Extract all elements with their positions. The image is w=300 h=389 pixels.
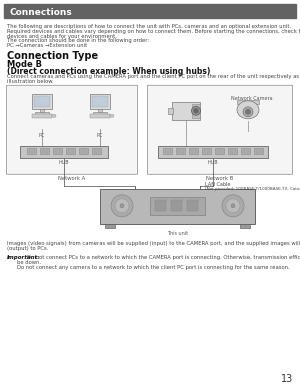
Text: (output) to PCs.: (output) to PCs. — [7, 245, 48, 251]
Bar — [40, 109, 44, 112]
Circle shape — [226, 199, 240, 213]
Text: The following are descriptions of how to connect the unit with PCs, cameras and : The following are descriptions of how to… — [7, 24, 291, 29]
Bar — [187, 200, 198, 211]
Bar — [178, 150, 184, 153]
Bar — [192, 104, 200, 118]
Bar — [168, 108, 173, 114]
Bar — [55, 150, 61, 153]
Text: PC: PC — [39, 133, 45, 138]
Bar — [256, 150, 262, 153]
Bar — [217, 150, 223, 153]
Bar — [68, 150, 74, 153]
Text: Network A: Network A — [58, 176, 85, 181]
Text: Connections: Connections — [10, 7, 73, 16]
Bar — [53, 148, 62, 154]
Text: Connection Type: Connection Type — [7, 51, 98, 61]
Circle shape — [245, 109, 250, 114]
Bar — [237, 100, 259, 104]
FancyBboxPatch shape — [7, 85, 137, 174]
Text: PC: PC — [97, 133, 103, 138]
Bar — [28, 150, 34, 153]
FancyBboxPatch shape — [148, 85, 292, 174]
Bar — [254, 148, 263, 154]
Bar — [66, 148, 75, 154]
Bar — [176, 148, 185, 154]
Text: devices and cables for your environment.: devices and cables for your environment. — [7, 33, 117, 39]
Circle shape — [194, 108, 199, 113]
Circle shape — [120, 204, 124, 208]
Text: LAN Cable: LAN Cable — [205, 182, 230, 187]
Ellipse shape — [52, 114, 56, 117]
Text: HUB: HUB — [59, 160, 69, 165]
Bar — [150, 197, 205, 215]
Bar — [172, 102, 200, 120]
Bar — [98, 109, 102, 112]
Circle shape — [231, 204, 235, 208]
Bar — [215, 148, 224, 154]
Bar — [228, 148, 237, 154]
Text: (Direct connection example: When using hubs): (Direct connection example: When using h… — [7, 67, 210, 76]
Text: Images (video signals) from cameras will be supplied (input) to the CAMERA port,: Images (video signals) from cameras will… — [7, 241, 300, 246]
Text: This unit: This unit — [167, 231, 188, 236]
Bar — [189, 148, 198, 154]
Bar — [202, 148, 211, 154]
Bar — [94, 150, 100, 153]
Text: (Not provided: 100BASE-T/1000BASE-TX, Category 5, Straight): (Not provided: 100BASE-T/1000BASE-TX, Ca… — [205, 187, 300, 191]
Circle shape — [243, 107, 253, 117]
Text: Do not connect PCs to a network to which the CAMERA port is connecting. Otherwis: Do not connect PCs to a network to which… — [27, 256, 300, 260]
Text: 13: 13 — [281, 374, 293, 384]
Bar — [34, 96, 50, 107]
Bar — [40, 148, 49, 154]
Text: Mode B: Mode B — [7, 60, 42, 69]
Bar — [164, 150, 170, 153]
Bar — [105, 224, 115, 228]
Text: The connection should be done in the following order:: The connection should be done in the fol… — [7, 39, 149, 44]
Text: illustration below.: illustration below. — [7, 79, 54, 84]
Bar — [242, 150, 248, 153]
Bar — [100, 189, 255, 224]
Bar — [158, 146, 268, 158]
Text: PC →Cameras →Extension unit: PC →Cameras →Extension unit — [7, 43, 87, 48]
Text: Important:: Important: — [7, 256, 40, 260]
Bar — [80, 150, 86, 153]
Bar — [190, 150, 196, 153]
Text: HUB: HUB — [208, 160, 218, 165]
Text: Network Camera: Network Camera — [231, 96, 273, 101]
Bar — [4, 4, 296, 18]
Bar — [27, 148, 36, 154]
Circle shape — [222, 195, 244, 217]
Bar — [241, 148, 250, 154]
Ellipse shape — [237, 101, 259, 119]
Bar — [20, 146, 108, 158]
Bar — [203, 150, 209, 153]
Text: Connect cameras and PCs using the CAMERA port and the client PC port on the rear: Connect cameras and PCs using the CAMERA… — [7, 74, 300, 79]
Circle shape — [115, 199, 129, 213]
Text: Network B: Network B — [206, 176, 234, 181]
Bar — [92, 148, 101, 154]
Text: Required devices and cables vary depending on how to connect them. Before starti: Required devices and cables vary dependi… — [7, 29, 300, 34]
Bar — [90, 94, 110, 109]
Ellipse shape — [110, 114, 114, 117]
Bar — [32, 94, 52, 109]
Text: Do not connect any camera to a network to which the client PC port is connecting: Do not connect any camera to a network t… — [17, 265, 290, 270]
Bar — [92, 96, 108, 107]
Circle shape — [191, 106, 200, 115]
Bar — [79, 148, 88, 154]
Bar — [41, 150, 47, 153]
Bar — [35, 112, 49, 114]
Bar — [163, 148, 172, 154]
Bar — [93, 112, 107, 114]
Bar — [32, 114, 52, 118]
Bar — [90, 114, 110, 118]
Bar — [155, 200, 166, 211]
Text: be down.: be down. — [17, 260, 41, 265]
Circle shape — [111, 195, 133, 217]
Bar — [230, 150, 236, 153]
Bar — [240, 224, 250, 228]
Bar — [171, 200, 182, 211]
